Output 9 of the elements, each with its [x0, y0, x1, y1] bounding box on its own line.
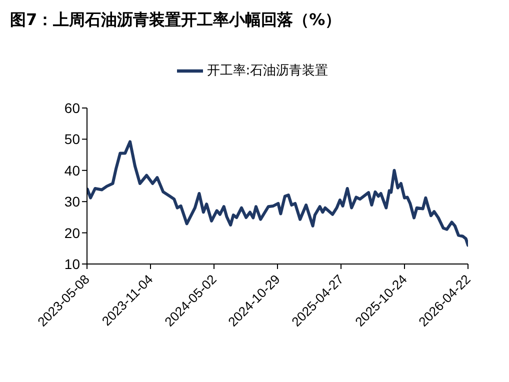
- y-tick-label: 60: [64, 100, 80, 116]
- chart-title: 图7：上周石油沥青装置开工率小幅回落（%）: [10, 10, 342, 31]
- y-tick-label: 40: [64, 162, 80, 178]
- y-tick-label: 30: [64, 194, 80, 210]
- line-series: [87, 140, 468, 247]
- legend-label: 开工率:石油沥青装置: [206, 64, 328, 79]
- y-tick-label: 50: [64, 131, 80, 148]
- y-tick-label: 10: [64, 256, 80, 272]
- y-tick-label: 20: [64, 224, 80, 241]
